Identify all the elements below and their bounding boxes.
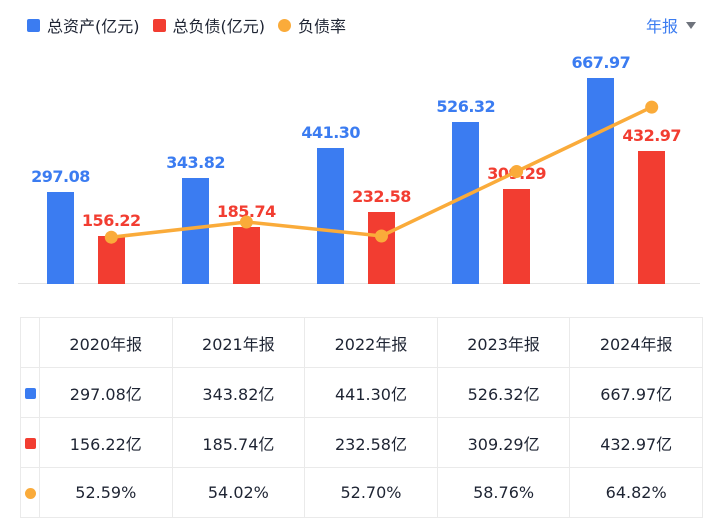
table-header-year: 2020年报	[39, 317, 173, 368]
table-cell: 52.59%	[39, 467, 173, 518]
table-cell: 64.82%	[569, 467, 703, 518]
debt-value-label: 432.97	[622, 125, 682, 145]
legend-label-total-assets: 总资产(亿元)	[47, 17, 140, 36]
table-corner-cell	[20, 317, 40, 368]
debt-ratio-legend-icon	[278, 18, 291, 32]
period-selector[interactable]: 年报	[646, 13, 696, 37]
table-cell: 297.08亿	[39, 367, 173, 418]
chart-toolbar: 总资产(亿元) 总负债(亿元) 负债率 年报	[27, 13, 696, 37]
table-cell: 526.32亿	[436, 367, 571, 418]
table-cell: 52.70%	[304, 467, 438, 518]
table-cell: 343.82亿	[171, 367, 306, 418]
table-row-debt-ratio: 52.59% 54.02% 52.70% 58.76% 64.82%	[20, 467, 703, 518]
total-assets-legend-icon	[27, 18, 40, 32]
asset-value-label: 526.32	[436, 96, 496, 116]
table-header-row: 2020年报 2021年报 2022年报 2023年报 2024年报	[20, 317, 703, 368]
ratio-point	[239, 215, 253, 229]
period-selector-label: 年报	[645, 17, 678, 36]
table-row-total-liabilities: 156.22亿 185.74亿 232.58亿 309.29亿 432.97亿	[20, 417, 703, 468]
asset-value-label: 343.82	[166, 153, 225, 173]
debt-ratio-marker-icon	[24, 488, 36, 499]
total-assets-row-marker-cell	[20, 367, 40, 418]
ratio-point	[104, 230, 118, 244]
table-cell: 432.97亿	[569, 417, 703, 468]
ratio-line	[111, 105, 653, 239]
financial-data-table: 2020年报 2021年报 2022年报 2023年报 2024年报 297.0…	[20, 317, 703, 518]
asset-value-label: 297.08	[31, 167, 90, 187]
debt-ratio-row-marker-cell	[20, 467, 40, 518]
table-cell: 667.97亿	[569, 367, 703, 418]
table-cell: 156.22亿	[39, 417, 173, 468]
asset-value-label: 667.97	[571, 53, 631, 73]
table-cell: 441.30亿	[304, 367, 438, 418]
table-cell: 54.02%	[171, 467, 306, 518]
chevron-down-icon	[686, 21, 696, 29]
table-header-year: 2021年报	[171, 317, 306, 368]
asset-bar	[317, 148, 345, 284]
table-cell: 58.76%	[436, 467, 571, 518]
legend-item-total-assets: 总资产(亿元)	[27, 13, 140, 37]
total-liabilities-legend-icon	[152, 18, 166, 32]
debt-value-label: 156.22	[81, 210, 141, 230]
asset-bar	[182, 178, 210, 284]
debt-ratio-line-layer	[104, 100, 659, 244]
assets-liabilities-chart: 297.08 343.82 441.30 526.32 667.97 156.22 185.…	[18, 53, 700, 284]
ratio-point	[510, 165, 524, 178]
debt-bar	[638, 150, 666, 284]
total-assets-marker-icon	[24, 388, 36, 399]
debt-bar	[232, 226, 260, 284]
table-cell: 309.29亿	[436, 417, 571, 468]
ratio-point	[375, 229, 388, 243]
debt-bar	[503, 188, 531, 284]
table-header-year: 2023年报	[436, 317, 571, 368]
table-cell: 232.58亿	[304, 417, 438, 468]
table-header-year: 2022年报	[304, 317, 438, 368]
asset-bar	[452, 121, 480, 284]
x-axis-line	[18, 283, 700, 284]
debt-bar	[97, 235, 125, 284]
total-liabilities-marker-icon	[24, 438, 36, 449]
debt-value-label: 185.74	[217, 201, 276, 221]
table-cell: 185.74亿	[171, 417, 306, 468]
asset-bar	[47, 192, 74, 284]
table-header-year: 2024年报	[569, 317, 703, 368]
debt-value-label: 232.58	[352, 187, 411, 207]
legend-label-debt-ratio: 负债率	[298, 17, 347, 36]
legend-item-total-liabilities: 总负债(亿元)	[152, 13, 266, 37]
chart-legend: 总资产(亿元) 总负债(亿元) 负债率	[27, 13, 346, 37]
table-row-total-assets: 297.08亿 343.82亿 441.30亿 526.32亿 667.97亿	[20, 367, 703, 418]
asset-value-label: 441.30	[301, 123, 361, 143]
legend-label-total-liabilities: 总负债(亿元)	[172, 17, 266, 36]
legend-item-debt-ratio: 负债率	[278, 13, 346, 37]
total-liabilities-row-marker-cell	[20, 417, 40, 468]
debt-bar	[368, 212, 395, 284]
asset-bar	[587, 78, 615, 284]
ratio-point	[645, 100, 659, 114]
